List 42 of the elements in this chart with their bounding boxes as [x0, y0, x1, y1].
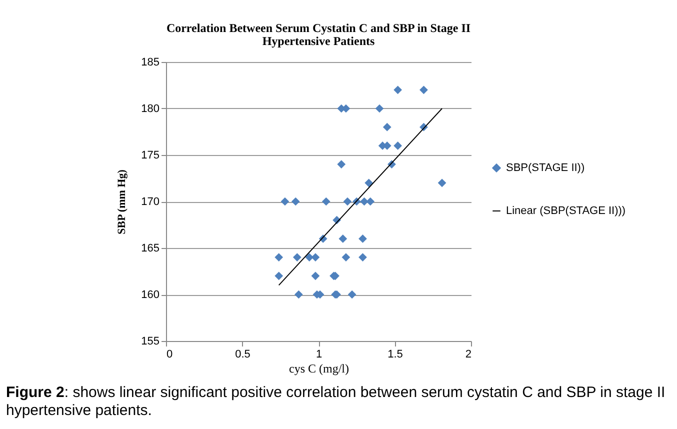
legend-label: Linear (SBP(STAGE II))) [506, 204, 626, 217]
caption: Figure 2: shows linear significant positive correlation between serum cystatin C and SBP in stage II hypertensive patients. [6, 384, 666, 420]
x-tick-label: 0 [166, 348, 173, 360]
point [394, 86, 402, 94]
point [274, 253, 284, 262]
y-tick-label: 170 [141, 196, 160, 208]
x-tick-label: 1.5 [388, 348, 403, 360]
y-tick-label: 175 [141, 150, 160, 162]
point [274, 272, 284, 280]
point [366, 197, 375, 206]
y-tick-label: 165 [141, 242, 160, 254]
point [311, 272, 320, 280]
point [311, 253, 320, 262]
point [322, 197, 330, 206]
legend-label: SBP(STAGE II)) [506, 162, 585, 174]
point [420, 86, 428, 94]
y-tick-label: 160 [141, 289, 160, 301]
y-axis-title: SBP (mm Hg) [116, 169, 128, 234]
point [348, 290, 356, 299]
y-tick-label: 155 [141, 336, 160, 348]
point [291, 197, 300, 206]
point [292, 253, 302, 262]
x-axis-title: cys C (mg/l) [289, 362, 349, 376]
point [280, 197, 290, 206]
y-tick-label: 185 [141, 56, 160, 68]
point [358, 234, 367, 243]
point [382, 122, 392, 132]
x-tick-label: 0.5 [235, 348, 250, 360]
point [375, 104, 384, 113]
point [343, 197, 352, 206]
point [337, 160, 346, 168]
point [342, 253, 350, 262]
point [358, 253, 367, 262]
x-tick-label: 2 [465, 348, 472, 360]
point [364, 178, 374, 188]
point [438, 178, 446, 188]
x-tick-label: 1 [316, 348, 322, 360]
point [294, 290, 303, 299]
y-tick-label: 180 [141, 103, 160, 115]
point [338, 234, 348, 243]
point [394, 142, 402, 150]
chart-title: Correlation Between Serum Cystatin C and SBP in Stage II Hypertensive Patients [166, 21, 471, 48]
